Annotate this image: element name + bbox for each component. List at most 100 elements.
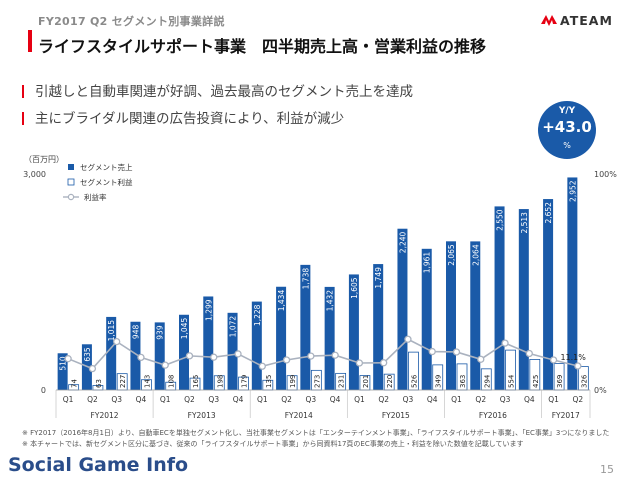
margin-point [185,352,194,360]
sales-bar [567,177,578,390]
profit-data-label: 165 [192,375,200,388]
profit-data-label: 363 [459,375,467,388]
profit-data-label: 294 [483,374,491,388]
logo-text: ATEAM [560,13,613,28]
title-accent-bar [28,30,32,52]
legend-swatch-profit [67,178,75,186]
quarter-label: Q2 [378,395,389,404]
sales-data-label: 1,432 [326,290,335,312]
sales-data-label: 1,228 [253,304,262,326]
quarter-label: Q2 [475,395,486,404]
sales-bar [57,353,68,390]
margin-point [477,355,485,363]
sales-data-label: 1,045 [180,318,189,340]
margin-point [574,362,582,370]
quarter-label: Q2 [573,395,584,404]
margin-point [64,355,72,363]
fiscal-year-label: FY2014 [285,411,313,420]
footnotes: ※ FY2017（2016年8月1日）より、自動車ECを単独セグメント化し、当社… [22,428,609,450]
quarter-label: Q4 [233,395,244,404]
right-axis-tick: 0% [594,386,607,395]
sales-data-label: 1,738 [301,268,310,290]
quarter-label: Q3 [306,395,317,404]
margin-point [258,362,266,370]
margin-annotation: 11.1% [560,353,586,362]
sales-data-label: 1,749 [374,267,383,289]
profit-data-label: 425 [532,375,540,388]
bullet-mark [22,85,24,98]
margin-point [501,339,509,347]
bullet-text: 主にブライダル関連の広告投資により、利益が減少 [35,111,345,127]
sales-bar [276,286,287,390]
quarter-label: Q3 [208,395,219,404]
margin-point [282,356,291,364]
margin-point [428,347,436,356]
bullet-item: 主にブライダル関連の広告投資により、利益が減少 [22,107,344,127]
margin-point [549,356,558,364]
yy-unit: % [563,141,571,150]
yy-growth-badge: Y/Y +43.0 % [538,101,596,159]
sales-bar [203,296,214,390]
quarter-label: Q4 [524,395,535,404]
sales-data-label: 948 [131,325,140,340]
margin-line [67,338,579,370]
margin-point [331,351,339,359]
sales-data-label: 2,952 [568,180,577,202]
left-axis-tick: 0 [41,386,46,395]
margin-point [404,335,412,343]
profit-data-label: 554 [508,374,516,388]
fiscal-year-label: FY2017 [552,411,580,420]
quarter-label: Q3 [500,395,511,404]
margin-point [88,364,97,373]
quarter-label: Q1 [451,395,462,404]
sales-bar [470,241,481,390]
sales-bar [106,316,117,390]
header-label: FY2017 Q2 セグメント別事業詳説 [38,15,225,28]
margin-point [161,361,169,369]
fiscal-year-label: FY2016 [479,411,507,420]
sales-data-label: 510 [59,356,68,371]
footer-brand: Social Game Info [8,454,189,476]
fiscal-year-label: FY2013 [188,411,216,420]
sales-data-label: 939 [156,325,165,340]
margin-point [380,359,388,367]
profit-data-label: 326 [580,374,588,388]
margin-point [137,353,145,362]
sales-bar [179,314,189,390]
quarter-label: Q2 [281,395,292,404]
sales-data-label: 1,434 [277,290,286,312]
sales-bar [543,199,554,390]
sales-bar [373,264,384,390]
sales-data-label: 1,961 [423,252,432,274]
unit-label: （百万円） [24,155,64,164]
margin-point [210,353,218,361]
quarter-label: Q2 [184,395,195,404]
profit-data-label: 179 [241,375,249,388]
sales-data-label: 1,072 [229,316,238,338]
quarter-label: Q2 [87,395,98,404]
sales-data-label: 1,299 [204,299,213,321]
quarter-label: Q1 [160,395,171,404]
margin-point [113,337,121,346]
margin-point [307,352,315,360]
profit-data-label: 526 [410,374,418,388]
left-axis-tick: 3,000 [23,170,46,179]
sales-data-label: 2,652 [544,202,553,224]
footnote: ※ FY2017（2016年8月1日）より、自動車ECを単独セグメント化し、当社… [22,429,610,437]
yy-label: Y/Y [558,106,576,116]
sales-data-label: 2,240 [398,232,407,254]
sales-bar [227,312,238,390]
profit-data-label: 220 [386,375,394,388]
ateam-logo-icon [541,15,557,26]
page-title: ライフスタイルサポート事業 四半期売上高・営業利益の推移 [38,37,487,56]
profit-data-label: 198 [216,375,224,388]
sales-data-label: 1,605 [350,277,359,299]
legend-swatch-point [67,193,75,201]
bullet-mark [22,112,24,125]
quarter-label: Q3 [403,395,414,404]
sales-bar [446,241,456,390]
sales-bar [324,286,335,390]
sales-bar [494,206,505,390]
profit-data-label: 231 [338,375,346,388]
